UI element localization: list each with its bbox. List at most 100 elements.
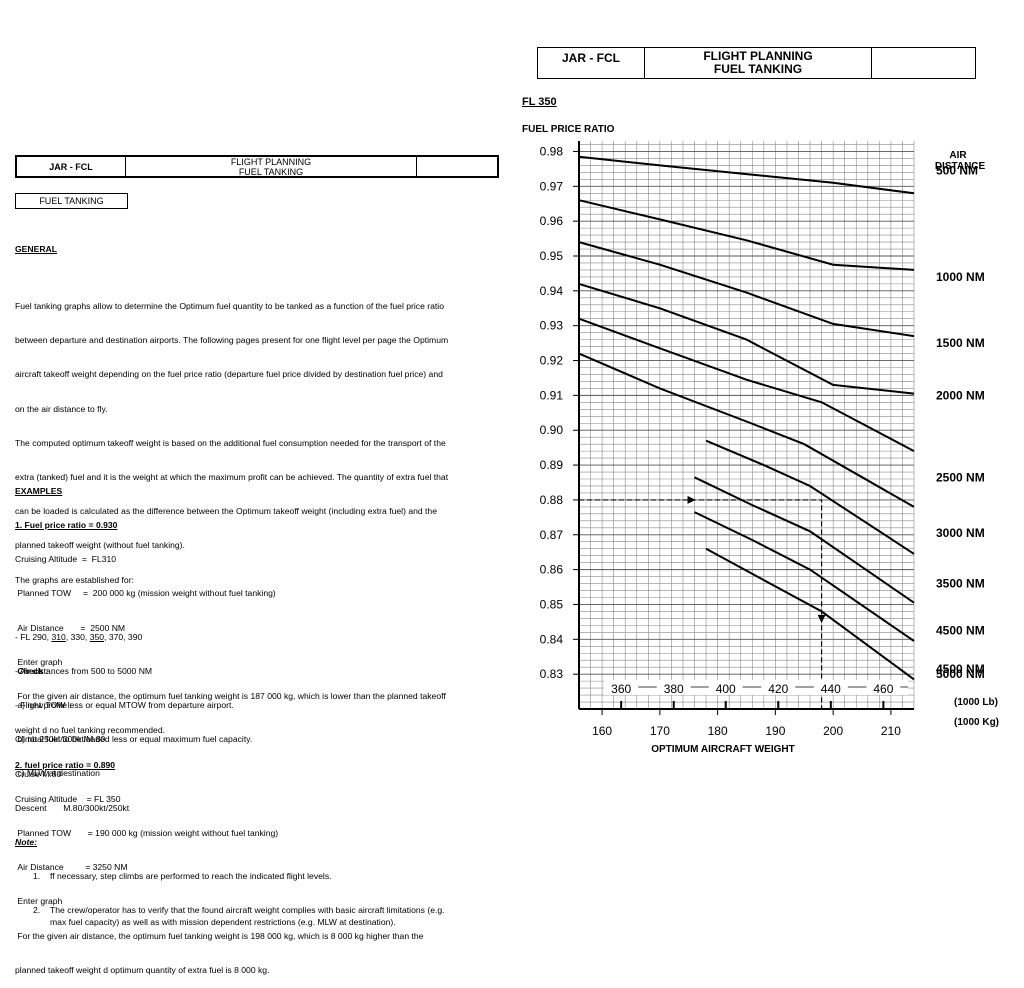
chart-curves [578, 155, 915, 709]
check-heading: Check : [15, 665, 49, 676]
example1-line: For the given air distance, the optimum … [15, 691, 446, 702]
y-tick-label: 0.84 [540, 632, 564, 646]
general-line: The graphs are established for: [15, 574, 134, 585]
example2-line: Planned TOW = 190 000 kg (mission weight… [15, 828, 279, 838]
y-tick-label: 0.90 [540, 423, 564, 437]
general-line: aircraft takeoff weight depending on the… [15, 369, 443, 380]
y-tick-label: 0.89 [540, 458, 564, 472]
lb-label-background [813, 680, 848, 695]
flight-level-label: FL 350 [522, 96, 557, 108]
y-axis-title: FUEL PRICE RATIO [522, 124, 615, 135]
example1-line: Enter graph [15, 656, 63, 667]
fuel-tanking-chart: 0.98 0.97 0.96 0.95 0.94 0.93 0.92 0.91 0.90 0.89… [522, 124, 999, 755]
lb-label-background [656, 680, 691, 695]
check-section: Check : a) new TOW less or equal MTOW fr… [15, 643, 507, 791]
x-unit-lb: (1000 Lb) [954, 697, 998, 708]
flight-level-list: - FL 290, 310, 330, 350, 370, 390 [15, 632, 507, 643]
lb-label-background [708, 680, 743, 695]
right-header-code: JAR - FCL [538, 48, 645, 78]
profile-line: Climb 250kt/300kt/M.80 [15, 734, 106, 745]
distance-label: 4500 NM [936, 624, 985, 638]
x-tick-label-kg: 170 [650, 724, 670, 738]
x-tick-label-lb: 440 [821, 682, 841, 696]
left-header-title-line2: FUEL TANKING [238, 166, 304, 177]
distance-label: 1500 NM [936, 336, 985, 350]
example1-line: weight d no fuel tanking recommended. [15, 725, 166, 736]
general-line: between departure and destination airpor… [15, 335, 449, 346]
distance-curve [578, 282, 915, 395]
fl-list-mid: , 330, [65, 631, 90, 642]
example2-line: planned takeoff weight d optimum quantit… [15, 964, 270, 975]
x-tick-label-kg: 210 [881, 724, 901, 738]
air-distance-heading-line1: AIR [949, 150, 967, 161]
y-tick-label: 0.97 [540, 179, 564, 193]
distance-curve [578, 155, 915, 195]
x-unit-kg: (1000 Kg) [954, 717, 999, 728]
left-header-title: FLIGHT PLANNING FUEL TANKING [126, 156, 417, 177]
y-tick-label: 0.95 [540, 249, 564, 263]
y-tick-label: 0.88 [540, 493, 564, 507]
distance-curve [578, 317, 915, 452]
y-tick-label: 0.93 [540, 319, 564, 333]
chart-labels: 0.98 0.97 0.96 0.95 0.94 0.93 0.92 0.91 0.90 0.89… [522, 124, 999, 755]
example2-line: Air Distance = 3250 NM [15, 862, 128, 873]
y-tick-label: 0.92 [540, 354, 564, 368]
check-line: a) new TOW less or equal MTOW from depar… [15, 700, 234, 711]
fl-list-suffix: , 370, 390 [104, 631, 143, 642]
distance-curve [705, 547, 915, 681]
distance-curve [578, 199, 915, 271]
general-heading: GENERAL [15, 243, 58, 254]
check-line: b) total fuel to be loaded less or equal… [15, 734, 253, 745]
distance-label: 5000 NM [936, 667, 985, 681]
profile-line: - Flight profile : [15, 700, 72, 711]
example-dashed-path [579, 499, 823, 709]
left-header-title-line1: FLIGHT PLANNING [230, 156, 312, 167]
y-tick-label: 0.94 [540, 284, 564, 298]
right-header-title-line2: FUEL TANKING [713, 62, 803, 76]
x-tick-label-kg: 180 [708, 724, 728, 738]
y-tick-label: 0.98 [540, 144, 564, 158]
air-distance-heading-line2: DISTANCE [935, 161, 986, 172]
general-line: extra (tanked) fuel and it is the weight… [15, 471, 449, 482]
y-tick-label: 0.96 [540, 214, 564, 228]
distance-curve [578, 241, 915, 338]
y-tick-label: 0.91 [540, 388, 564, 402]
x-tick-label-lb: 400 [716, 682, 736, 696]
y-tick-label: 0.87 [540, 528, 564, 542]
left-page-header: JAR - FCL FLIGHT PLANNING FUEL TANKING [15, 155, 499, 178]
lb-label-background [604, 680, 639, 695]
fl-350: 350 [89, 631, 105, 642]
examples-heading: EXAMPLES [15, 485, 63, 496]
fl-310: 310 [51, 631, 66, 642]
general-line: planned takeoff weight (without fuel tan… [15, 540, 185, 551]
x-axis-title: OPTIMUM AIRCRAFT WEIGHT [651, 744, 795, 755]
example2-heading: 2. fuel price ratio = 0.890 [15, 759, 116, 770]
right-header-title: FLIGHT PLANNING FUEL TANKING [645, 48, 872, 78]
distance-label: 3000 NM [936, 526, 985, 540]
x-tick-label-lb: 380 [664, 682, 684, 696]
example2-line: For the given air distance, the optimum … [15, 930, 424, 941]
right-header-title-line1: FLIGHT PLANNING [703, 49, 813, 63]
general-line: can be loaded is calculated as the diffe… [15, 506, 437, 517]
lb-scale-background [604, 680, 908, 695]
general-line: The computed optimum takeoff weight is b… [15, 437, 446, 448]
distance-curve [694, 476, 915, 604]
example1-line: Planned TOW = 200 000 kg (mission weight… [15, 588, 276, 599]
distance-curve [694, 511, 915, 642]
example2-line: Cruising Altitude = FL 350 [15, 793, 121, 804]
general-text: Fuel tanking graphs allow to determine t… [15, 278, 507, 609]
distance-label: 2000 NM [936, 388, 985, 402]
y-tick-label: 0.83 [540, 667, 564, 681]
example2-line: Enter graph [15, 896, 63, 907]
y-tick-label: 0.85 [540, 597, 564, 611]
fl-list-prefix: - FL 290, [15, 631, 52, 642]
x-tick-label-lb: 460 [873, 682, 893, 696]
distance-label: 4500 NM [936, 662, 985, 676]
x-tick-label-kg: 190 [765, 724, 785, 738]
example1-line: Cruising Altitude = FL310 [15, 554, 117, 565]
distance-curve [705, 439, 915, 555]
x-tick-label-lb: 360 [611, 682, 631, 696]
example1-heading: 1. Fuel price ratio = 0.930 [15, 520, 118, 531]
example-arrow-right [687, 495, 696, 504]
example1-line: Air Distance = 2500 NM [15, 622, 126, 633]
